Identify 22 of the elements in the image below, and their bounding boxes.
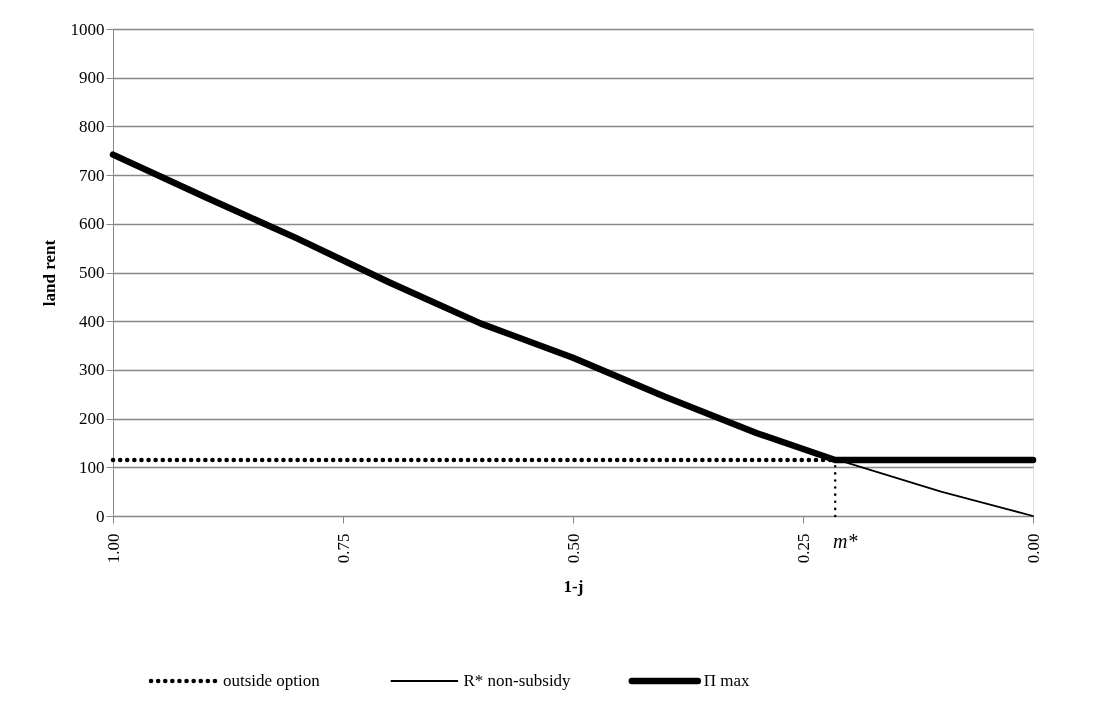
x-tick-label: 0.50	[563, 533, 583, 564]
legend-label: outside option	[223, 671, 321, 690]
y-tick-label: 0	[96, 506, 105, 526]
y-tick-label: 500	[79, 263, 105, 282]
x-tick-label: 1.00	[103, 533, 123, 564]
legend-label: Π max	[703, 671, 751, 690]
y-tick-label: 300	[79, 360, 105, 380]
x-tick-label: 0.00	[1023, 533, 1043, 564]
y-tick-label: 400	[79, 311, 105, 331]
x-tick-label: 0.75	[333, 533, 353, 564]
y-tick-label: 200	[79, 409, 105, 429]
y-tick-label: 900	[79, 68, 105, 88]
y-tick-label: 700	[79, 165, 105, 185]
legend-label: R* non-subsidy	[463, 671, 572, 690]
y-tick-label: 600	[79, 214, 105, 234]
y-tick-label: 100	[79, 457, 105, 477]
x-axis-title: 1-j	[563, 577, 584, 597]
y-tick-label: 1000	[70, 19, 105, 39]
y-tick-label: 800	[79, 116, 105, 136]
annotation: m*	[832, 530, 858, 552]
y-axis-title: land rent	[39, 239, 59, 307]
x-tick-label: 0.25	[793, 533, 813, 564]
